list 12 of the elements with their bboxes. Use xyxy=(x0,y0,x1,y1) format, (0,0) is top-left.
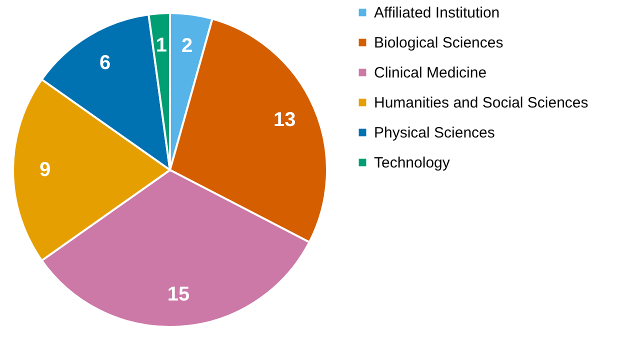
data-label: 13 xyxy=(274,109,296,132)
legend-label: Physical Sciences xyxy=(374,124,495,142)
legend-label: Clinical Medicine xyxy=(374,64,487,82)
data-label: 6 xyxy=(99,52,111,74)
data-label: 9 xyxy=(39,159,51,181)
data-label: 1 xyxy=(156,34,168,56)
legend-label: Technology xyxy=(374,154,450,172)
legend-label: Affiliated Institution xyxy=(374,4,500,22)
legend-label: Biological Sciences xyxy=(374,34,504,52)
data-label: 15 xyxy=(167,284,190,306)
data-label: 2 xyxy=(181,35,193,58)
legend-label: Humanities and Social Sciences xyxy=(374,94,588,112)
